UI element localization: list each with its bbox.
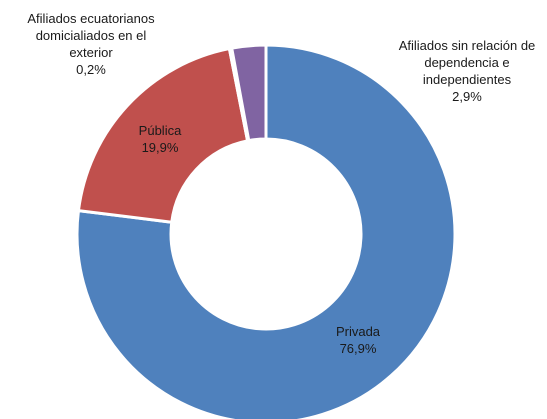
slice-privada	[75, 43, 457, 419]
label-publica: Pública 19,9%	[120, 122, 200, 156]
label-exterior: Afiliados ecuatorianos domicialiados en …	[2, 10, 180, 78]
label-exterior-line2: domicialiados en el	[35, 28, 147, 43]
label-privada-value: 76,9%	[339, 341, 377, 356]
label-independientes: Afiliados sin relación de dependencia e …	[382, 37, 547, 105]
label-independientes-line1: Afiliados sin relación de	[398, 38, 536, 53]
slice-publica	[76, 47, 250, 224]
label-privada: Privada 76,9%	[318, 323, 398, 357]
label-publica-value: 19,9%	[141, 140, 179, 155]
label-exterior-line1: Afiliados ecuatorianos	[27, 11, 155, 26]
label-independientes-line2: dependencia e	[424, 55, 510, 70]
slice-independientes	[230, 43, 268, 143]
label-exterior-value: 0,2%	[76, 62, 106, 77]
label-privada-name: Privada	[335, 324, 381, 339]
label-independientes-line3: independientes	[422, 72, 512, 87]
label-publica-name: Pública	[138, 123, 182, 138]
label-exterior-line3: exterior	[69, 45, 113, 60]
chart-slices	[75, 43, 457, 419]
label-independientes-value: 2,9%	[452, 89, 482, 104]
